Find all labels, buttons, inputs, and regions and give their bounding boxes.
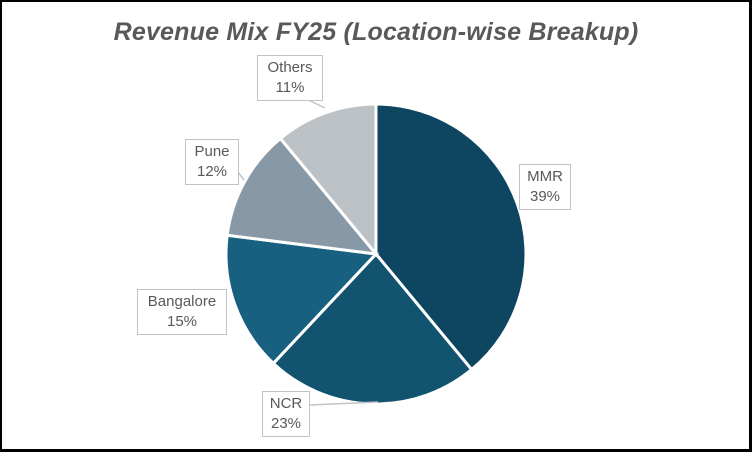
data-label-ncr: NCR 23%: [262, 391, 310, 437]
leader-line: [237, 171, 245, 181]
label-name: Others: [267, 59, 313, 76]
label-value: 15%: [166, 313, 198, 330]
data-label-bangalore: Bangalore 15%: [137, 289, 227, 335]
label-name: NCR: [269, 395, 303, 412]
data-label-others: Others 11%: [257, 55, 323, 101]
label-value: 12%: [196, 163, 228, 180]
pie-slice-others: [278, 102, 378, 259]
label-name: Bangalore: [147, 293, 217, 310]
label-name: MMR: [527, 168, 563, 185]
label-value: 11%: [275, 79, 305, 96]
chart-title: Revenue Mix FY25 (Location-wise Breakup): [113, 18, 639, 46]
leader-line: [309, 401, 379, 406]
pie-slice-ncr: [271, 251, 474, 406]
data-label-mmr: MMR 39%: [519, 164, 571, 210]
label-name: Pune: [194, 143, 230, 160]
pie-slice-mmr: [374, 102, 528, 372]
pie-slices: [224, 102, 528, 406]
pie-slice-bangalore: [224, 233, 380, 366]
pie-slice-pune: [225, 136, 380, 256]
label-value: 23%: [270, 415, 302, 432]
data-label-pune: Pune 12%: [185, 139, 239, 185]
label-value: 39%: [529, 188, 561, 205]
